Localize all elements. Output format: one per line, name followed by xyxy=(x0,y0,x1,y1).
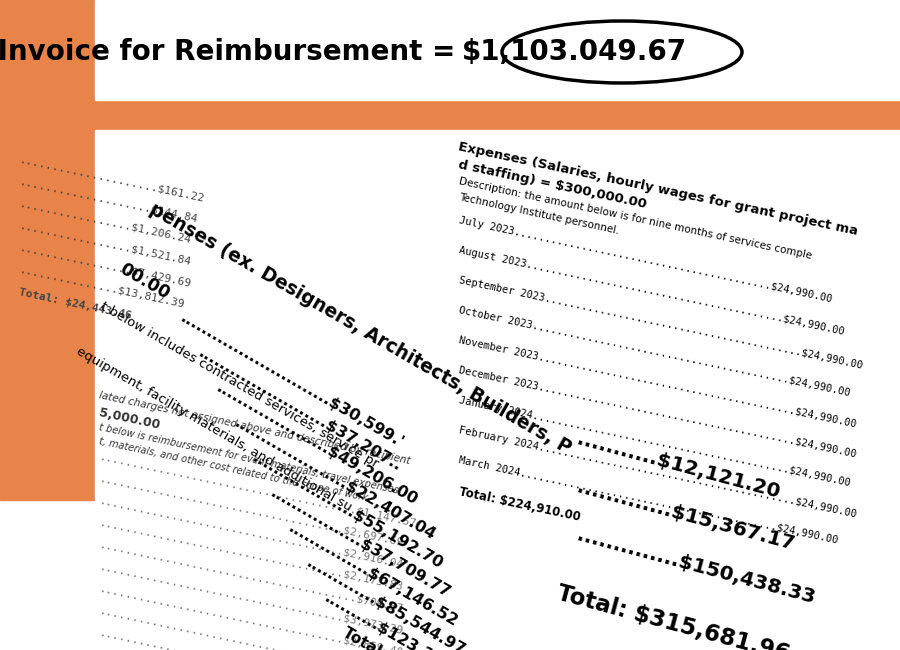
Text: ..........$123,317.62: ..........$123,317.62 xyxy=(321,590,480,650)
Text: .....................................$2,697.69: .....................................$2,… xyxy=(98,474,404,549)
Text: Total: $315,681.96: Total: $315,681.96 xyxy=(554,582,792,650)
Text: $1,103.049.67: $1,103.049.67 xyxy=(462,38,687,66)
Text: .......................................$1,147.57: .......................................$… xyxy=(98,452,417,529)
Text: February 2024..........................................$24,990.00: February 2024...........................… xyxy=(458,425,858,519)
Text: Description: the amount below is for nine months of services comple: Description: the amount below is for nin… xyxy=(458,176,813,261)
Text: September 2023..........................................$24,990.00: September 2023..........................… xyxy=(458,275,863,370)
Bar xyxy=(0,100,900,130)
Text: .....................$49,206.00: .....................$49,206.00 xyxy=(213,380,420,508)
Text: .....................................$6,047.33: .....................................$6,… xyxy=(98,606,404,650)
Text: ............................$30,599.': ............................$30,599.' xyxy=(177,310,406,450)
Text: penses (ex. Designers, Architects, Builders, P: penses (ex. Designers, Architects, Build… xyxy=(146,200,574,458)
Text: .....................................$2,916.04: .....................................$2,… xyxy=(98,496,404,570)
Text: ........................$37,207..: ........................$37,207.. xyxy=(195,345,404,474)
Text: t below includes contracted services, service pr: t below includes contracted services, se… xyxy=(98,300,381,471)
Bar xyxy=(95,130,900,650)
Text: ....................$144.84: ....................$144.84 xyxy=(18,177,198,225)
Text: March 2024..........................................$24,990.00: March 2024..............................… xyxy=(458,455,839,545)
Text: ..............$150,438.33: ..............$150,438.33 xyxy=(575,526,817,608)
Text: .................$1,521.84: .................$1,521.84 xyxy=(18,221,192,267)
Text: .............$15,367.17: .............$15,367.17 xyxy=(575,478,796,554)
Text: .............$85,544.97: .............$85,544.97 xyxy=(303,555,468,650)
Text: October 2023..........................................$24,990.00: October 2023............................… xyxy=(458,305,851,398)
Text: November 2023..........................................$24,990.00: November 2023...........................… xyxy=(458,335,858,429)
Text: .................$7,429.69: .................$7,429.69 xyxy=(18,243,192,289)
Text: t below is reimbursement for event materials, travel expenses,: t below is reimbursement for event mater… xyxy=(98,422,402,496)
Text: 00.00: 00.00 xyxy=(116,260,173,303)
Text: July 2023..........................................$24,990.00: July 2023...............................… xyxy=(458,215,832,304)
Text: Total: $224,910.00: Total: $224,910.00 xyxy=(457,485,581,523)
Text: Technology Institute personnel.: Technology Institute personnel. xyxy=(458,192,620,236)
Text: ...............$13,812.39: ...............$13,812.39 xyxy=(18,265,185,310)
Text: lated charges not assigned above and described by recipient: lated charges not assigned above and des… xyxy=(98,390,411,466)
Bar xyxy=(95,0,900,100)
Text: t, materials, and other cost related to the scope of work.: t, materials, and other cost related to … xyxy=(98,436,372,504)
Text: .................$37,709.77: .................$37,709.77 xyxy=(267,485,453,601)
Text: d staffing) = $300,000.00: d staffing) = $300,000.00 xyxy=(457,158,648,211)
Text: Total: $24,443.46: Total: $24,443.46 xyxy=(18,287,132,320)
Text: .....................................$2,859.40: .....................................$2,… xyxy=(98,584,404,650)
Text: .....................$161.22: .....................$161.22 xyxy=(18,155,205,204)
Text: December 2023..........................................$24,990.00: December 2023...........................… xyxy=(458,365,858,460)
Text: .....................................$7,157.77: .....................................$7,… xyxy=(98,628,404,650)
Text: .....................$22,407.04: .....................$22,407.04 xyxy=(231,415,438,543)
Text: equipment, facility materials, and additional su: equipment, facility materials, and addit… xyxy=(74,345,354,514)
Text: .....................................$2,173.83: .....................................$2,… xyxy=(98,518,404,592)
Text: ...............$67,146.52: ...............$67,146.52 xyxy=(285,520,460,630)
Text: .......................................$709.57: .......................................$… xyxy=(98,540,404,614)
Text: ...........$12,121.20: ...........$12,121.20 xyxy=(575,430,782,502)
Bar xyxy=(0,0,95,500)
Text: ...................$55,192.70: ...................$55,192.70 xyxy=(249,450,446,572)
Text: 5,000.00: 5,000.00 xyxy=(97,406,160,432)
Text: August 2023..........................................$24,990.00: August 2023.............................… xyxy=(458,245,845,337)
Text: Total Invoice for Reimbursement =: Total Invoice for Reimbursement = xyxy=(0,38,455,66)
Text: January 2024..........................................$24,990.00: January 2024............................… xyxy=(458,395,851,488)
Text: .................$1,206.24: .................$1,206.24 xyxy=(18,199,192,245)
Text: .....................................$3,973.29: .....................................$3,… xyxy=(98,562,404,636)
Text: Total: $508,331.76: Total: $508,331.76 xyxy=(339,625,486,650)
Text: Expenses (Salaries, hourly wages for grant project ma: Expenses (Salaries, hourly wages for gra… xyxy=(457,140,860,238)
